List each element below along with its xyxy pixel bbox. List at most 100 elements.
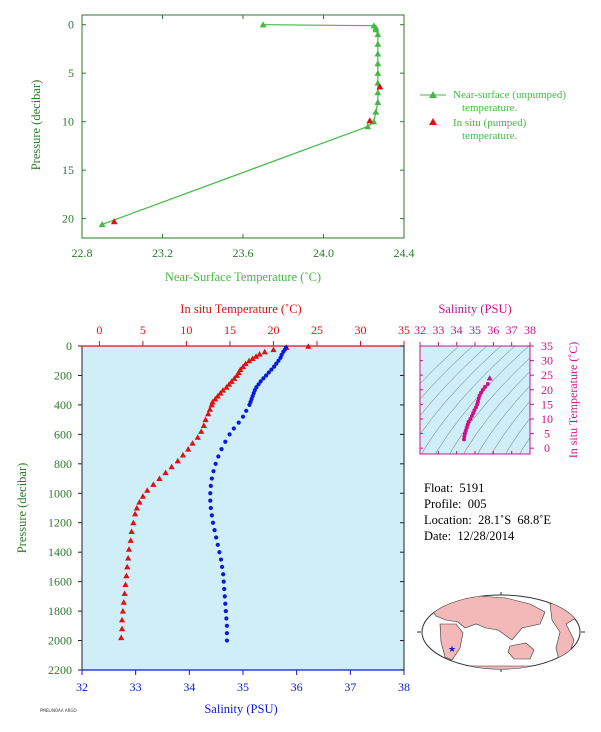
float-location-star: ★ [448, 645, 456, 655]
ts-x-tick-label: 35 [469, 323, 481, 337]
temperature-profile-point [217, 390, 224, 396]
salinity-profile-point [221, 572, 226, 577]
location-line: Location: 28.1˚S 68.8˚E [424, 512, 551, 528]
temperature-profile-point [212, 395, 219, 402]
salinity-profile-point [236, 420, 241, 425]
ts-y-tick-label: 20 [541, 383, 553, 397]
salinity-profile-point [247, 402, 252, 408]
temperature-profile-point [249, 355, 256, 361]
salinity-profile-point [258, 379, 263, 384]
density-contour [528, 336, 601, 464]
salinity-profile-point [223, 601, 228, 606]
temperature-profile-point [270, 346, 277, 353]
top-legend: Near-surface (unpumped) temperature. In … [420, 89, 566, 142]
legend-label-unpumped-line2: temperature. [462, 102, 518, 114]
temperature-profile-point [228, 378, 235, 384]
temperature-profile-point [156, 475, 163, 482]
temperature-profile-point [139, 493, 147, 499]
footer-credit: PMEL/NOAA ARGO [40, 708, 77, 713]
temperature-profile-point [123, 572, 130, 579]
salinity-profile-point [244, 408, 249, 413]
salinity-profile-point [274, 361, 279, 366]
salinity-profile-point [224, 638, 229, 643]
temperature-profile-point [131, 510, 139, 517]
legend-marker-unpumped [429, 91, 437, 98]
ts-y-tick-label: 15 [541, 397, 553, 411]
temperature-profile-point [150, 481, 157, 487]
salinity-tick-label: 36 [291, 680, 303, 694]
density-contour [491, 400, 530, 454]
ts-y-tick-label: 10 [541, 412, 553, 426]
density-contour [420, 346, 502, 435]
temperature-profile-point [120, 599, 127, 605]
salinity-profile-point [208, 505, 213, 511]
salinity-profile-point [208, 498, 213, 503]
map-land-europe-asia [429, 595, 546, 641]
temperature-profile-point [162, 469, 169, 476]
temperature-profile-point [118, 625, 126, 632]
pressure-tick-label: 2200 [48, 663, 72, 677]
top-y-axis-title: Pressure (decibar) [29, 80, 43, 171]
pressure-tick-label: 1200 [48, 516, 72, 530]
unpumped-temperature-point [374, 60, 382, 67]
salinity-profile-point [224, 623, 229, 628]
pumped-temperature-point [376, 83, 384, 90]
ts-point [485, 381, 490, 386]
ts-point [479, 390, 484, 395]
unpumped-temperature-point [364, 123, 372, 130]
density-contour [420, 346, 474, 400]
ts-x-tick-label: 38 [524, 323, 536, 337]
profile-line: Profile: 005 [424, 496, 551, 512]
pressure-tick-label: 200 [54, 368, 72, 382]
temperature-profile-point [245, 357, 253, 364]
pumped-temperature-point [110, 218, 118, 225]
ts-y-tick-label: 0 [544, 441, 550, 455]
temperature-profile-point [179, 451, 187, 458]
salinity-profile-point [209, 513, 214, 518]
temperature-profile-point [205, 410, 212, 417]
map-land-australia [507, 642, 535, 660]
pressure-tick-label: 1000 [48, 486, 72, 500]
top-y-tick-label: 5 [68, 66, 74, 80]
salinity-profile-point [256, 382, 261, 387]
salinity-profile-point [278, 355, 283, 360]
ts-title: Salinity (PSU) [438, 302, 511, 316]
temperature-profile-point [261, 348, 268, 355]
density-contour [449, 357, 530, 454]
temperature-profile-point [122, 581, 129, 588]
top-plot-frame [81, 14, 405, 239]
salinity-tick-label: 34 [183, 680, 195, 694]
date-line: Date: 12/28/2014 [424, 528, 551, 544]
ts-point [462, 437, 466, 442]
temperature-profile-point [119, 607, 127, 614]
temperature-profile-point [256, 351, 263, 357]
density-contours [420, 336, 601, 464]
salinity-tick-label: 38 [398, 680, 410, 694]
ts-x-tick-label: 33 [432, 323, 444, 337]
salinity-profile-point [269, 367, 274, 372]
world-map: ★ [417, 592, 585, 672]
ts-y-tick-label: 30 [541, 354, 553, 368]
top-y-tick-label: 20 [62, 212, 74, 226]
temperature-profile-point [219, 387, 227, 393]
salinity-profile-point [217, 550, 222, 555]
date-label: Date: [424, 529, 452, 543]
pressure-tick-label: 400 [54, 398, 72, 412]
salinity-profile-point [210, 520, 216, 525]
pressure-tick-label: 1600 [48, 575, 72, 589]
legend-label-pumped-line2: temperature. [462, 130, 518, 142]
top-x-tick-label: 23.2 [152, 246, 173, 260]
ts-x-tick-label: 37 [506, 323, 518, 337]
salinity-profile-point [276, 358, 281, 363]
float-info-block: Float: 5191 Profile: 005 Location: 28.1˚… [424, 480, 551, 544]
temperature-tick-label: 25 [311, 323, 323, 337]
temperature-axis-title: In situ Temperature (˚C) [180, 302, 301, 316]
date-value: 12/28/2014 [457, 529, 515, 543]
unpumped-temperature-point [374, 40, 382, 47]
ts-x-tick-label: 32 [414, 323, 426, 337]
temperature-profile-point [133, 504, 140, 511]
salinity-profile-point [272, 364, 277, 369]
profile-series-layer [118, 343, 312, 643]
temperature-tick-label: 15 [224, 323, 236, 337]
